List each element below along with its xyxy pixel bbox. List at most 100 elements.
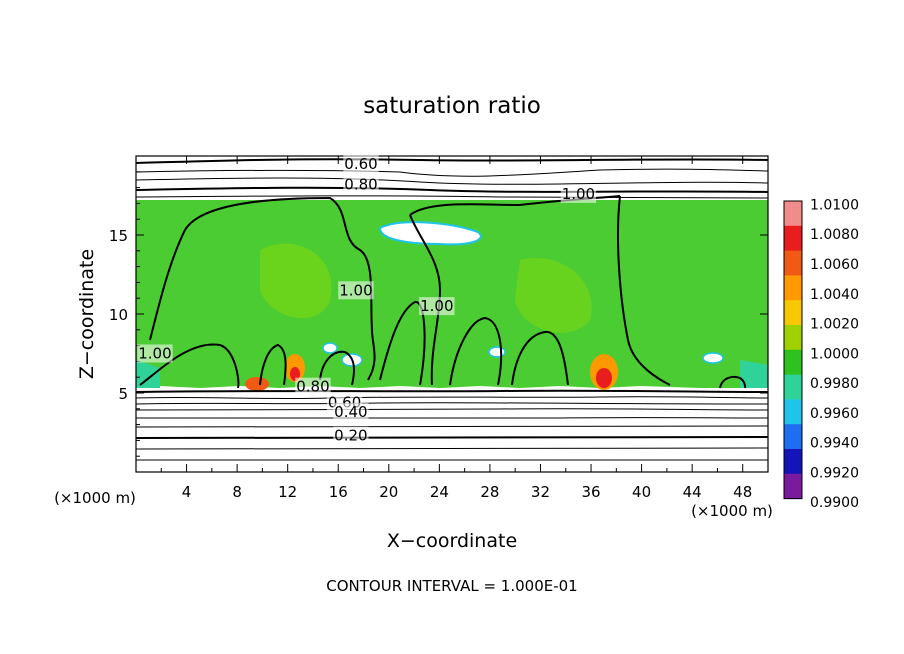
light-green-patch-1 (260, 243, 332, 319)
contour-lower-1 (136, 389, 768, 393)
contour-label-bg (338, 281, 374, 300)
contour-0-60-top (136, 158, 768, 164)
x-axis-unit-left: (×1000 m) (54, 489, 136, 507)
colorbar-swatch (784, 449, 802, 475)
colorbar-swatch (784, 201, 802, 227)
contour-lower-3 (136, 402, 768, 405)
cyan-edge-right (740, 360, 768, 388)
colorbar-label: 0.9980 (810, 376, 859, 392)
chart-title: saturation ratio (363, 93, 541, 119)
contour-0-20 (136, 436, 768, 439)
colorbar-swatch (784, 250, 802, 276)
y-tick-label: 15 (109, 227, 128, 245)
colorbar-label: 1.0080 (810, 227, 859, 243)
x-tick-label: 32 (531, 483, 550, 501)
colorbar-label: 0.9900 (810, 495, 859, 511)
cyan-edge-left (136, 360, 160, 388)
contour-1-00-mid (409, 195, 621, 386)
contour-label-bg (343, 154, 379, 173)
colorbar-label: 1.0060 (810, 257, 859, 273)
contour-labels: 0.600.801.001.001.001.000.600.400.200.80 (137, 154, 597, 445)
contour-label-bg (295, 377, 331, 396)
x-axis-unit-right: (×1000 m) (691, 502, 773, 520)
x-tick-label: 16 (329, 483, 348, 501)
x-tick-label: 20 (379, 483, 398, 501)
contour-1-00-right (617, 195, 671, 386)
contour-lower-4 (136, 408, 768, 411)
contour-label: 0.40 (334, 403, 367, 421)
contour-label: 0.20 (334, 427, 367, 445)
x-tick-label: 24 (430, 483, 449, 501)
contour-label-bg (137, 344, 173, 363)
colorbar-swatch (784, 275, 802, 301)
x-tick-label: 48 (733, 483, 752, 501)
plume-10km (245, 377, 269, 391)
contour-lower-5 (136, 417, 768, 419)
colorbar-label: 1.0040 (810, 287, 859, 303)
colorbar-swatch (784, 399, 802, 425)
colorbar-swatch (784, 374, 802, 400)
contour-1-00-cell2 (449, 316, 503, 386)
contour-upper-2 (136, 177, 768, 185)
contour-label-bg (343, 175, 379, 194)
x-axis-ticks: 4 8 12 16 20 24 28 32 36 40 44 48 (160, 156, 752, 501)
x-tick-label: 44 (683, 483, 702, 501)
y-axis-label: Z−coordinate (76, 249, 98, 379)
dry-pocket-3 (702, 352, 724, 364)
contour-1-00-cell3 (511, 330, 569, 386)
contour-label: 0.80 (296, 378, 329, 396)
x-tick-label: 12 (278, 483, 297, 501)
contour-label-bg (333, 426, 369, 445)
contour-label: 1.00 (138, 345, 171, 363)
dry-pocket-2 (488, 346, 506, 358)
x-tick-label: 36 (581, 483, 600, 501)
colorbar-swatch (784, 473, 802, 500)
colorbar-label: 1.0100 (810, 197, 859, 213)
contour-lower-2 (136, 396, 768, 400)
contour-lower-6 (136, 425, 768, 428)
contour-label-bg (560, 184, 597, 203)
colorbar: 1.0100 1.0080 1.0060 1.0040 1.0020 1.0000 0.99… (783, 197, 859, 511)
contour-label: 1.00 (420, 297, 453, 315)
dry-pocket-upper (378, 221, 482, 246)
contour-1-00-cell1 (379, 301, 426, 386)
colorbar-swatch (784, 300, 802, 326)
colorbar-swatch (784, 349, 802, 376)
light-green-patch-2 (515, 258, 592, 333)
x-tick-label: 4 (182, 483, 192, 501)
colorbar-label: 0.9940 (810, 436, 859, 452)
x-tick-label: 8 (232, 483, 242, 501)
contour-label-bg (419, 297, 455, 316)
contour-1-00-left (139, 343, 240, 389)
contour-label: 1.00 (339, 281, 372, 299)
plume-12km-core (290, 367, 300, 381)
contour-upper-3 (136, 195, 768, 199)
contour-label: 1.00 (562, 185, 595, 203)
contour-1-00-outer (149, 196, 376, 381)
colorbar-swatch (784, 424, 802, 450)
contour-interval-note: CONTOUR INTERVAL = 1.000E-01 (326, 577, 577, 595)
x-axis-label: X−coordinate (387, 530, 517, 552)
contour-1-00-cell5 (259, 343, 287, 386)
dry-pocket-4 (322, 342, 338, 354)
contour-1-00-cell4 (719, 375, 747, 389)
contour-1-00-cell6 (319, 350, 356, 386)
y-axis-ticks: 5 10 15 (109, 171, 768, 457)
contour-label: 0.60 (344, 155, 377, 173)
y-tick-label: 5 (118, 385, 128, 403)
colorbar-label: 1.0020 (810, 317, 859, 333)
plume-36km-core (596, 368, 612, 388)
contour-label: 0.80 (344, 175, 377, 193)
colorbar-swatch (784, 325, 802, 351)
x-tick-label: 40 (632, 483, 651, 501)
x-tick-label: 28 (480, 483, 499, 501)
colorbar-label: 0.9960 (810, 406, 859, 422)
colorbar-label: 0.9920 (810, 465, 859, 481)
plot-area (136, 156, 768, 472)
y-tick-label: 10 (109, 306, 128, 324)
colorbar-swatch (784, 225, 802, 252)
contour-lower-7 (136, 447, 768, 450)
colorbar-frame (783, 200, 803, 500)
contour-upper-1 (136, 168, 768, 177)
